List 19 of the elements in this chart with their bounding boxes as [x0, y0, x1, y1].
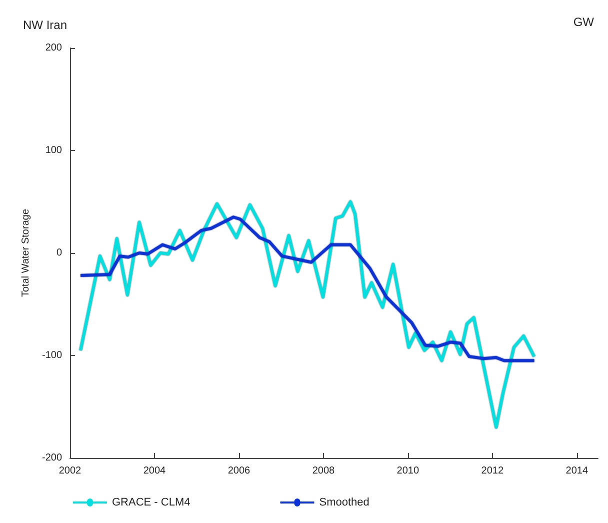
- y-tick-label: 0: [56, 248, 62, 258]
- y-tick-label: -100: [42, 350, 62, 361]
- x-tick-label: 2006: [228, 466, 251, 476]
- x-tick-label: 2002: [58, 466, 82, 476]
- y-tick-label: 200: [45, 42, 62, 54]
- x-tick-label: 2014: [566, 466, 588, 476]
- legend-label: Smoothed: [319, 496, 370, 508]
- x-tick-label: 2004: [143, 466, 166, 476]
- y-tick-label: 100: [45, 145, 62, 156]
- x-tick-label: 2012: [481, 466, 504, 476]
- x-tick-label: 2010: [396, 466, 420, 476]
- y-tick-label: -200: [42, 452, 62, 464]
- chart-title: NW Iran: [23, 18, 68, 32]
- line-series: [79, 200, 536, 429]
- legend-label: GRACE - CLM4: [112, 496, 190, 508]
- text: GW: [573, 15, 595, 29]
- y-axis-title: Total Water Storage: [20, 208, 32, 298]
- line-series: [79, 216, 536, 362]
- x-tick-label: 2008: [312, 466, 335, 476]
